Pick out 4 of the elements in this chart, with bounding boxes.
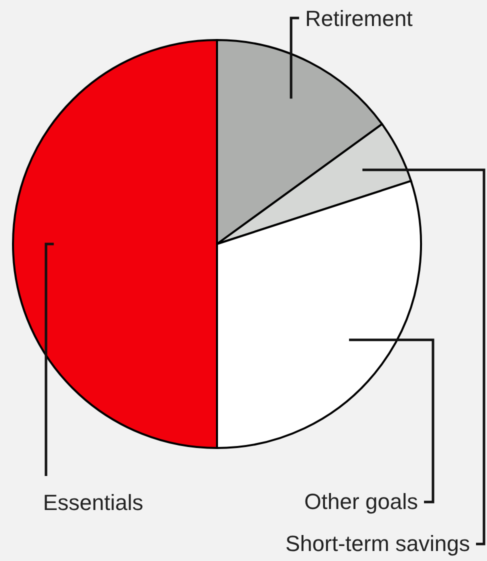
slice-label: Short-term savings: [285, 531, 470, 556]
slice-label: Essentials: [43, 490, 144, 515]
slice-label: Retirement: [305, 6, 413, 31]
slice-label: Other goals: [304, 489, 418, 514]
